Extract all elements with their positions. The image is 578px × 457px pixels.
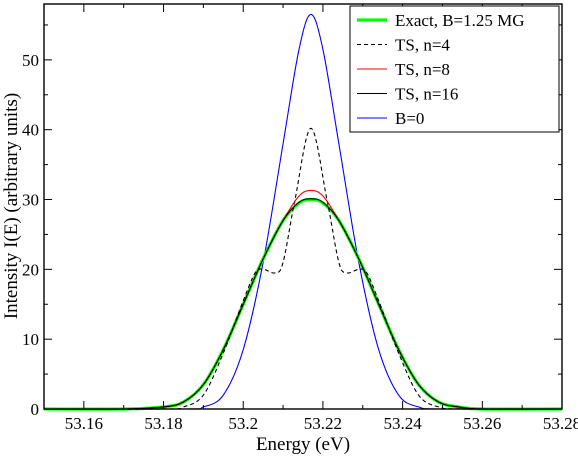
legend-label: Exact, B=1.25 MG	[395, 11, 525, 30]
x-tick-label: 53.26	[463, 414, 501, 433]
x-axis-title: Energy (eV)	[256, 434, 350, 455]
x-tick-label: 53.28	[543, 414, 578, 433]
x-tick-label: 53.24	[383, 414, 422, 433]
y-tick-label: 40	[22, 121, 39, 140]
y-axis-title: Intensity I(E) (arbitrary units)	[1, 93, 22, 319]
x-tick-label: 53.22	[304, 414, 342, 433]
x-axis-ticks: 53.16 53.18 53.2 53.22 53.24 53.26 53.28	[43, 4, 578, 433]
x-tick-label: 53.16	[65, 414, 103, 433]
y-tick-label: 30	[22, 191, 39, 210]
y-tick-label: 10	[22, 330, 39, 349]
series-line	[43, 198, 563, 410]
legend-label: TS, n=4	[395, 36, 450, 55]
legend: Exact, B=1.25 MG TS, n=4 TS, n=8 TS, n=16 B=…	[349, 5, 560, 133]
y-tick-label: 50	[22, 51, 39, 70]
legend-label: B=0	[395, 109, 424, 128]
series-line	[43, 13, 563, 410]
legend-label: TS, n=16	[395, 85, 458, 104]
x-tick-label: 53.2	[228, 414, 258, 433]
y-tick-label: 20	[22, 260, 39, 279]
series-layer	[43, 13, 563, 411]
legend-label: TS, n=8	[395, 60, 450, 79]
plot-frame	[43, 3, 563, 410]
y-axis-ticks: 0 10 20 30 40 50	[22, 24, 562, 419]
y-tick-label: 0	[31, 400, 40, 419]
x-tick-label: 53.18	[144, 414, 182, 433]
series-line	[43, 127, 563, 410]
